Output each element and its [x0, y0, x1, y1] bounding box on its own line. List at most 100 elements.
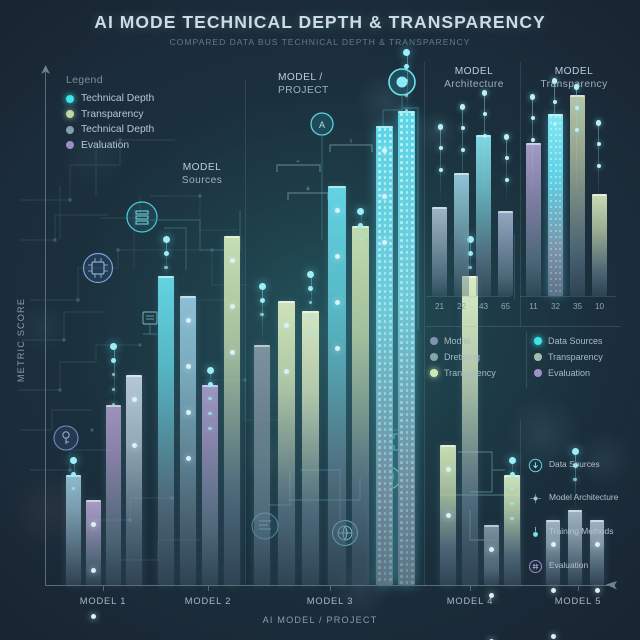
data-point-dot	[510, 502, 514, 506]
inset-data-dot	[504, 178, 509, 182]
mini-legend-item-modlei[interactable]: Modlei	[430, 333, 496, 349]
data-point-dot	[208, 412, 212, 416]
inset-data-dot	[437, 124, 444, 130]
data-point-dot	[550, 542, 556, 547]
bar-model-3-8[interactable]	[254, 345, 270, 585]
inset-tick-label: 43	[478, 302, 489, 311]
data-point-dot	[208, 427, 212, 431]
page-title: AI MODE TECHNICAL DEPTH & TRANSPARENCY	[94, 12, 546, 32]
data-point-dot	[131, 443, 137, 448]
mini-legend-label: Data Sources	[548, 336, 603, 346]
mini-legend-item-evaluation[interactable]: Evaluation	[534, 365, 603, 381]
data-point-dot	[382, 240, 387, 245]
legend-swatch	[66, 141, 74, 150]
data-point-dot	[550, 634, 556, 639]
target-badge-icon	[388, 68, 416, 96]
panel-header-model-architecture: MODEL Architecture	[428, 66, 520, 91]
bar-model-4-18[interactable]	[504, 475, 520, 585]
bar-model-3-14[interactable]	[398, 111, 415, 585]
data-point-dot	[131, 397, 137, 402]
data-point-dot	[284, 369, 289, 374]
legend-item-label: Transparency	[81, 108, 144, 120]
bar-model-3-11[interactable]	[328, 186, 346, 585]
legend-swatch	[66, 110, 74, 119]
inset-bar-0-3[interactable]	[498, 211, 513, 296]
annotation-model-architecture[interactable]: Model Architecture	[528, 491, 618, 506]
dot-stem	[166, 236, 167, 276]
bar-model-3-10[interactable]	[302, 311, 319, 585]
data-point-dot	[163, 251, 169, 256]
annotation-data-sources[interactable]: Data Sources	[528, 458, 600, 473]
data-point-dot	[91, 522, 96, 527]
inset-bar-1-1[interactable]	[548, 114, 563, 296]
inset-bar-1-3[interactable]	[592, 194, 607, 296]
bar-model-4-16[interactable]	[462, 276, 478, 585]
data-point-dot	[185, 364, 191, 369]
data-point-dot	[308, 331, 313, 335]
x-axis-tick	[470, 585, 471, 591]
annotation-evaluation[interactable]: Evaluation	[528, 559, 588, 574]
inset-bar-1-2[interactable]	[570, 95, 585, 296]
bar-model-2-4[interactable]	[158, 276, 174, 585]
dot-stem	[73, 457, 75, 475]
inset-data-dot	[573, 84, 580, 90]
bar-model-1-2[interactable]	[106, 405, 121, 585]
mini-legend-swatch	[430, 337, 438, 345]
data-point-dot	[404, 109, 409, 113]
data-point-dot	[111, 403, 116, 407]
mini-legend-label: Transparency	[548, 352, 603, 362]
bar-model-3-9[interactable]	[278, 301, 295, 585]
y-axis-line	[45, 72, 47, 586]
data-point-dot	[71, 472, 76, 477]
bar-model-3-12[interactable]	[352, 226, 369, 585]
bar-model-5-21[interactable]	[590, 520, 604, 585]
inset-dot-stem	[598, 120, 599, 204]
mini-legend-item-dretining[interactable]: Dretining	[430, 349, 496, 365]
mini-legend-column-right: Data Sources Transparency Evaluation	[534, 333, 603, 381]
inset-data-dot	[530, 138, 535, 142]
inset-dot-stem	[506, 134, 507, 204]
bracket-annotations	[276, 144, 373, 200]
bar-model-5-19[interactable]	[546, 520, 560, 585]
bar-model-2-7[interactable]	[224, 236, 240, 585]
inset-data-dot	[552, 122, 557, 126]
legend-item-transparency[interactable]: Transparency	[66, 107, 154, 123]
bar-model-4-17[interactable]	[484, 525, 499, 585]
legend-item-technical-depth-1[interactable]: Technical Depth	[66, 91, 154, 107]
data-point-dot	[260, 313, 264, 317]
inset-tick-label: 22	[456, 302, 467, 311]
inset-bar-0-1[interactable]	[454, 173, 469, 296]
data-point-dot	[445, 513, 451, 518]
x-tick-label-3: MODEL 3	[306, 596, 354, 606]
annotation-training-methods[interactable]: Training Methods	[528, 525, 613, 540]
mini-legend-item-data-sources[interactable]: Data Sources	[534, 333, 603, 349]
data-point-dot	[489, 547, 494, 552]
bar-model-5-20[interactable]	[568, 510, 582, 585]
database-node-icon	[126, 201, 158, 233]
data-point-dot	[357, 208, 364, 215]
bar-model-3-13[interactable]	[376, 126, 393, 585]
data-point-dot	[70, 457, 77, 464]
data-point-dot	[185, 410, 191, 415]
inset-dot-stem	[462, 104, 463, 204]
legend-item-technical-depth-2[interactable]: Technical Depth	[66, 122, 154, 138]
bar-model-1-0[interactable]	[66, 475, 81, 585]
inset-data-dot	[551, 78, 558, 84]
data-point-dot	[284, 323, 289, 328]
inset-bar-0-0[interactable]	[432, 207, 447, 296]
legend-item-evaluation[interactable]: Evaluation	[66, 138, 154, 154]
bar-model-1-3[interactable]	[126, 375, 142, 585]
data-point-dot	[229, 304, 235, 309]
mini-legend-item-transparency[interactable]: Transparency	[534, 349, 603, 365]
data-point-dot	[334, 300, 340, 305]
data-point-dot	[162, 236, 170, 243]
inset-bar-1-0[interactable]	[526, 143, 541, 296]
x-axis-tick	[208, 585, 209, 591]
ai-badge-icon: A	[310, 112, 334, 136]
data-point-dot	[358, 238, 363, 242]
group-separator	[520, 62, 521, 327]
bar-model-2-5[interactable]	[180, 296, 196, 585]
bar-model-1-1[interactable]	[86, 500, 101, 585]
mini-legend-item-transpaency[interactable]: Transpaency	[430, 365, 496, 381]
